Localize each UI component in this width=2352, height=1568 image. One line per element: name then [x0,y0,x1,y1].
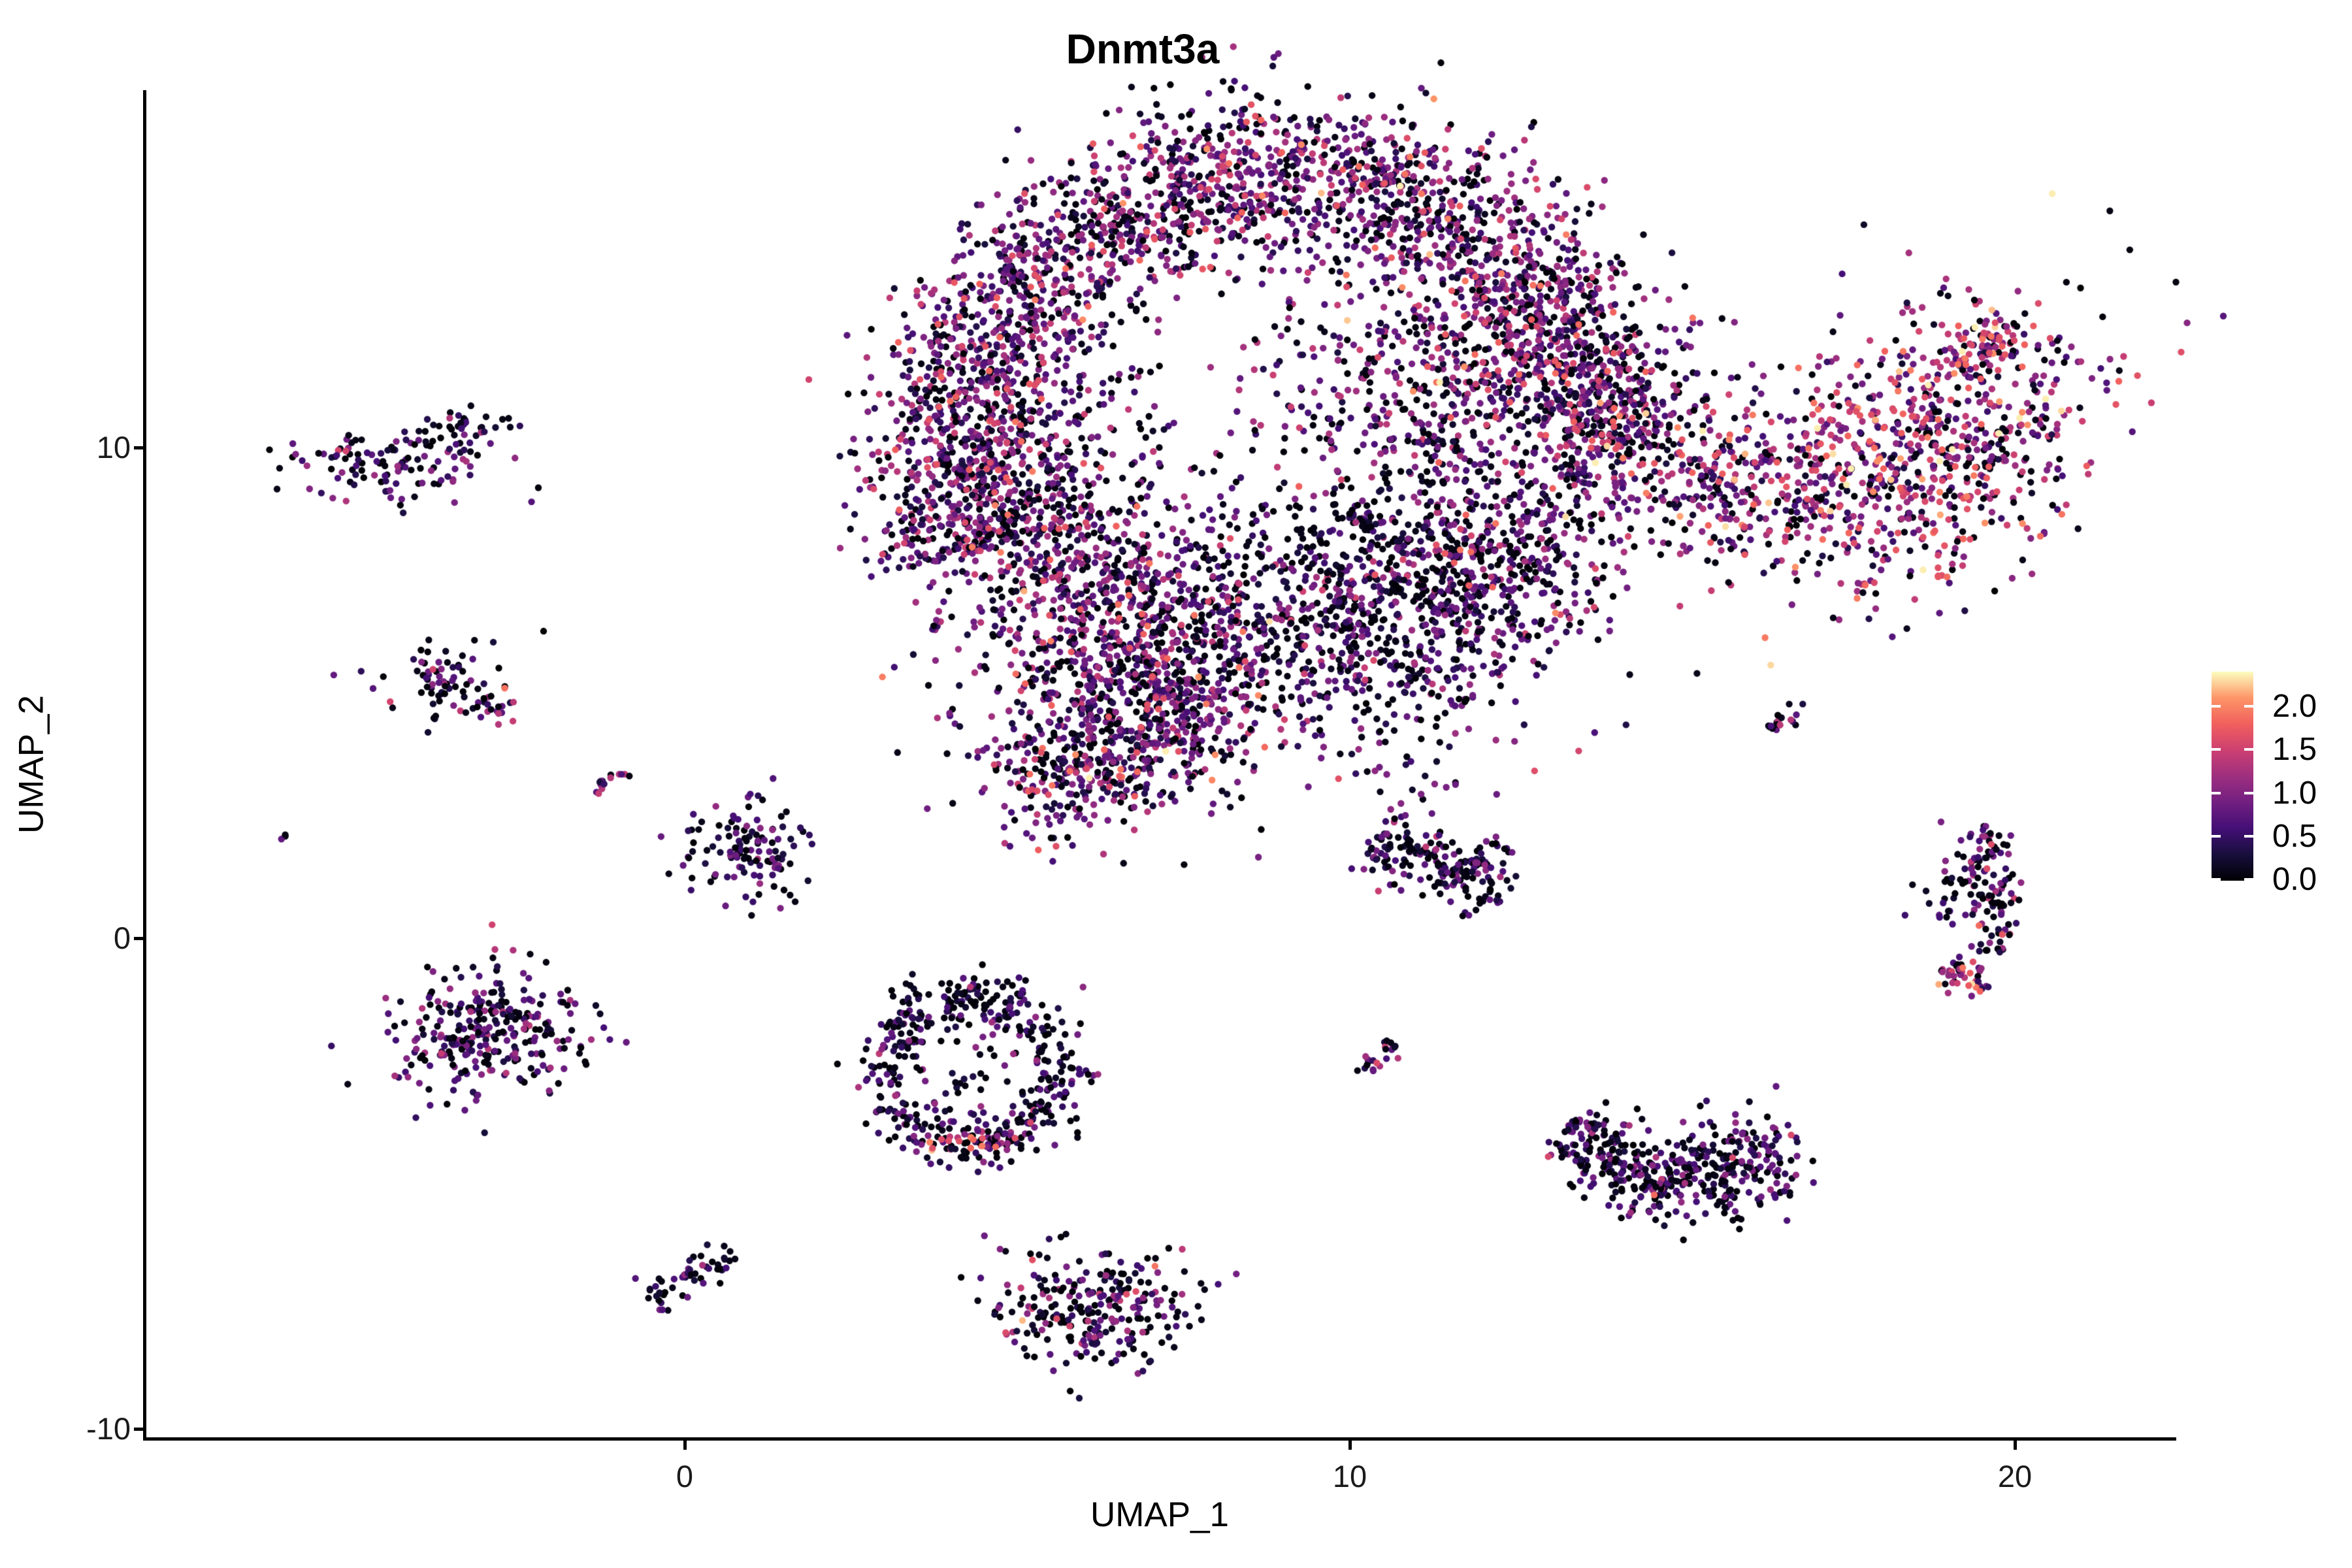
x-tick-mark [683,1441,687,1450]
legend-tick-label: 1.0 [2272,775,2317,811]
x-tick-label: 0 [676,1459,694,1494]
legend-tick-label: 1.5 [2272,732,2317,768]
y-tick-label: 0 [113,921,131,955]
colorbar-tick-dash-left [2212,834,2221,838]
x-tick-mark [1348,1441,1352,1450]
legend-tick-label: 2.0 [2272,689,2317,724]
y-axis-title: UMAP_2 [12,694,51,834]
x-tick-mark [2014,1441,2017,1450]
colorbar-tick-dash-left [2212,878,2221,881]
x-tick-label: 10 [1332,1459,1367,1494]
colorbar-tick-dash-right [2244,705,2253,708]
y-tick-label: 10 [96,430,131,465]
legend-tick-label: 0.5 [2272,818,2317,854]
y-tick-mark [134,937,143,940]
x-tick-label: 20 [1997,1459,2033,1494]
legend-colorbar-gradient [2212,672,2253,881]
colorbar-tick-dash-right [2244,748,2253,751]
y-tick-mark [134,1428,143,1431]
x-axis-title: UMAP_1 [1090,1495,1230,1534]
y-tick-label: -10 [86,1411,131,1446]
legend-tick-label: 0.0 [2272,862,2317,897]
colorbar-tick-dash-left [2212,705,2221,708]
colorbar-tick-dash-right [2244,834,2253,838]
colorbar-tick-dash-right [2244,791,2253,794]
y-axis-line [143,90,146,1440]
y-tick-mark [134,446,143,449]
plot-title: Dnmt3a [1066,25,1220,73]
x-axis-line [143,1437,2176,1441]
colorbar-tick-dash-left [2212,748,2221,751]
colorbar-tick-dash-left [2212,791,2221,794]
colorbar-tick-dash-right [2244,878,2253,881]
